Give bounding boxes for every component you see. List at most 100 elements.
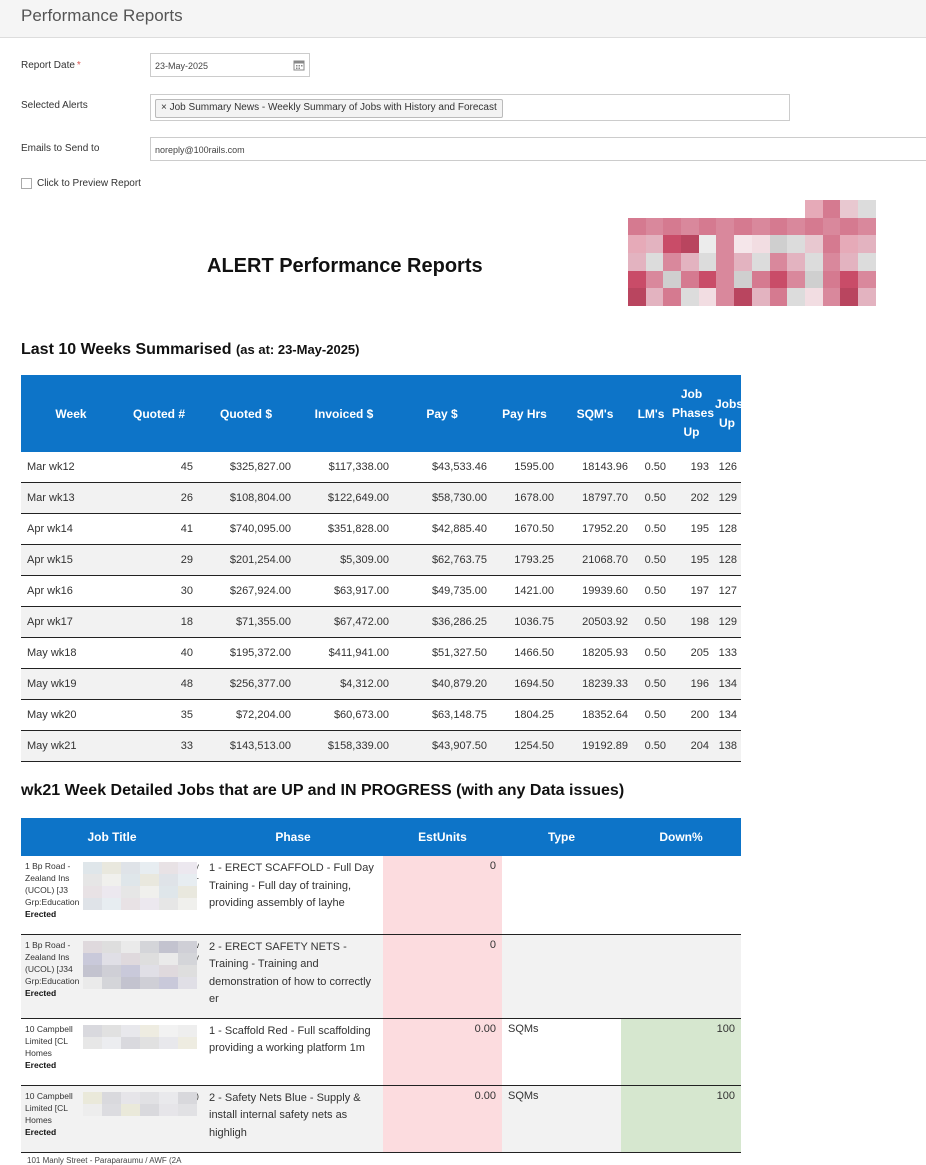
type-cell: SQMs <box>502 1085 621 1153</box>
page-header: Performance Reports <box>0 0 926 38</box>
summary-row: Apr wk16 30 $267,924.00 $63,917.00 $49,735.0… <box>21 575 741 607</box>
job-title-line: Limited [CL <box>25 1102 68 1113</box>
summary-cell: 45 <box>121 452 197 483</box>
summary-header-cell: SQM's <box>558 375 632 452</box>
emails-label: Emails to Send to <box>21 143 100 154</box>
summary-cell: $63,917.00 <box>295 575 393 607</box>
summary-cell: May wk19 <box>21 668 121 700</box>
summary-cell: 1694.50 <box>491 668 558 700</box>
summary-cell: $4,312.00 <box>295 668 393 700</box>
job-title-cell: 10 Campbell Limited [CL Homes Erected <box>21 1018 203 1086</box>
summary-cell: 19192.89 <box>558 730 632 762</box>
job-title-cell: 1 Bp Road - Zealand Ins (UCOL) [J3 Grp:Educ… <box>21 856 203 935</box>
down-percent-cell <box>621 934 741 1019</box>
summary-header-cell: Job Phases Up <box>670 375 714 452</box>
job-title-line: 10 Campbell <box>25 1090 73 1101</box>
summary-cell: $40,879.20 <box>393 668 491 700</box>
job-title-line: (UCOL) [J3 <box>25 885 68 895</box>
jobs-header-cell: EstUnits <box>383 818 502 856</box>
job-title-line: Limited [CL <box>25 1035 68 1046</box>
job-title-line: 10 Campbell <box>25 1023 73 1034</box>
summary-cell: $351,828.00 <box>295 513 393 545</box>
summary-header-cell: Quoted # <box>121 375 197 452</box>
summary-row: May wk21 33 $143,513.00 $158,339.00 $43,907.… <box>21 730 741 762</box>
summary-header-cell: Pay $ <box>393 375 491 452</box>
summary-cell: 20503.92 <box>558 606 632 638</box>
summary-cell: $325,827.00 <box>197 452 295 483</box>
jobs-header-cell: Type <box>502 818 621 856</box>
selected-alerts-input[interactable]: × Job Summary News - Weekly Summary of J… <box>150 94 790 121</box>
summary-cell: 18 <box>121 606 197 638</box>
summary-cell: 129 <box>713 606 741 638</box>
summary-cell: 18205.93 <box>558 637 632 669</box>
est-units-cell: 0.00 <box>383 1018 502 1086</box>
jobs-section-title: wk21 Week Detailed Jobs that are UP and … <box>21 782 625 799</box>
summary-row: Mar wk13 26 $108,804.00 $122,649.00 $58,730.… <box>21 482 741 514</box>
page-title: Performance Reports <box>21 6 183 25</box>
summary-cell: $117,338.00 <box>295 452 393 483</box>
summary-header-cell: Pay Hrs <box>491 375 558 452</box>
summary-cell: $42,885.40 <box>393 513 491 545</box>
summary-row: May wk19 48 $256,377.00 $4,312.00 $40,879.20… <box>21 668 741 700</box>
summary-cell: Mar wk13 <box>21 482 121 514</box>
summary-cell: 138 <box>713 730 741 762</box>
summary-cell: 21068.70 <box>558 544 632 576</box>
cutoff-row-text: 101 Manly Street - Paraparaumu / AWF (2A <box>27 1156 182 1165</box>
type-cell <box>502 934 621 1019</box>
preview-checkbox[interactable] <box>21 178 32 189</box>
phase-cell: 1 - Scaffold Red - Full scaffolding prov… <box>203 1018 383 1086</box>
summary-cell: $67,472.00 <box>295 606 393 638</box>
summary-header-cell: LM's <box>632 375 670 452</box>
summary-cell: $5,309.00 <box>295 544 393 576</box>
summary-cell: 48 <box>121 668 197 700</box>
summary-row: Apr wk17 18 $71,355.00 $67,472.00 $36,286.25… <box>21 606 741 638</box>
summary-cell: Mar wk12 <box>21 452 121 483</box>
summary-cell: 0.50 <box>632 637 670 669</box>
summary-cell: 1254.50 <box>491 730 558 762</box>
summary-header-cell: Jobs Up <box>713 375 743 452</box>
summary-cell: $256,377.00 <box>197 668 295 700</box>
est-units-cell: 0 <box>383 934 502 1019</box>
summary-cell: 29 <box>121 544 197 576</box>
summary-cell: 193 <box>670 452 713 483</box>
summary-cell: 35 <box>121 699 197 731</box>
summary-cell: 134 <box>713 668 741 700</box>
summary-row: May wk20 35 $72,204.00 $60,673.00 $63,148.75… <box>21 699 741 731</box>
summary-header-cell: Week <box>21 375 121 452</box>
job-title-cell: 1 Bp Road - Zealand Ins (UCOL) [J34 Grp:Edu… <box>21 934 203 1019</box>
summary-cell: 40 <box>121 637 197 669</box>
calendar-icon[interactable] <box>293 59 305 71</box>
selected-alerts-label: Selected Alerts <box>21 100 88 111</box>
summary-cell: $195,372.00 <box>197 637 295 669</box>
summary-cell: 0.50 <box>632 606 670 638</box>
est-units-cell: 0 <box>383 856 502 935</box>
summary-cell: 202 <box>670 482 713 514</box>
jobs-row: 1 Bp Road - Zealand Ins (UCOL) [J34 Grp:Edu… <box>21 934 741 1019</box>
summary-cell: May wk18 <box>21 637 121 669</box>
job-status: Erected <box>25 1059 57 1070</box>
summary-cell: 0.50 <box>632 452 670 483</box>
type-cell <box>502 856 621 935</box>
emails-input[interactable]: noreply@100rails.com <box>150 137 926 161</box>
summary-cell: 1804.25 <box>491 699 558 731</box>
summary-cell: $267,924.00 <box>197 575 295 607</box>
summary-cell: May wk20 <box>21 699 121 731</box>
job-title-line: Homes <box>25 1047 52 1058</box>
summary-cell: $62,763.75 <box>393 544 491 576</box>
job-status: Erected <box>25 987 57 998</box>
summary-cell: Apr wk14 <box>21 513 121 545</box>
summary-cell: 133 <box>713 637 741 669</box>
report-date-input[interactable]: 23-May-2025 <box>150 53 310 77</box>
redacted-pixelated-block <box>83 1091 197 1116</box>
summary-cell: 41 <box>121 513 197 545</box>
summary-cell: 17952.20 <box>558 513 632 545</box>
summary-cell: $49,735.00 <box>393 575 491 607</box>
summary-cell: $411,941.00 <box>295 637 393 669</box>
company-logo-pixelated <box>628 200 876 306</box>
preview-label[interactable]: Click to Preview Report <box>37 178 141 189</box>
alert-tag[interactable]: × Job Summary News - Weekly Summary of J… <box>155 99 503 118</box>
down-percent-cell: 100 <box>621 1085 741 1153</box>
phase-cell: 2 - ERECT SAFETY NETS - Training - Train… <box>203 934 383 1019</box>
